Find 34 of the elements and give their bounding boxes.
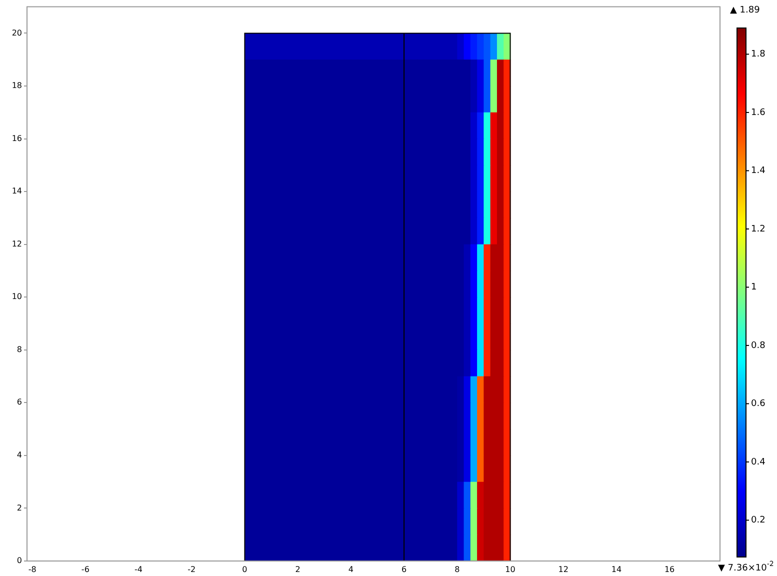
color-bar-label: 0.6 [751,399,766,410]
x-tick-label: 8 [454,564,460,574]
x-tick-label: -8 [28,564,36,574]
x-tick-label: -4 [134,564,143,574]
y-tick-label: 16 [12,134,22,143]
y-tick-label: 10 [12,292,22,302]
y-tick-label: 18 [12,81,22,90]
color-bar-label: 0.2 [751,516,766,526]
x-tick-label: 16 [664,564,675,574]
color-bar-label: 1.8 [751,50,766,60]
color-bar-label: 1 [751,282,757,293]
x-tick-label: 6 [401,564,407,574]
x-tick-label: 2 [295,564,300,574]
color-bar-label: 1.4 [751,166,766,176]
y-tick-label: 4 [16,450,22,460]
color-bar-label: 1.6 [751,108,766,118]
text: ▲ 1.89 [730,5,760,16]
y-tick-label: 6 [16,398,22,407]
y-tick-label: 20 [12,28,22,38]
x-tick-label: -2 [188,564,196,574]
y-tick-label: 8 [16,344,22,354]
y-tick-label: 2 [16,503,22,512]
color-bar-label: 0.8 [751,340,766,351]
x-tick-label: -6 [81,564,90,574]
y-tick-label: 14 [12,186,22,196]
y-tick-label: 0 [16,556,22,566]
color-bar-label: 0.4 [751,457,766,468]
x-tick-label: 10 [505,564,516,574]
color-bar-label: 1.2 [751,224,766,234]
x-tick-label: 4 [348,564,354,574]
y-tick-label: 12 [12,239,22,248]
x-tick-label: 12 [558,564,568,574]
x-tick-label: 0 [242,564,248,574]
x-tick-label: 14 [611,564,622,574]
